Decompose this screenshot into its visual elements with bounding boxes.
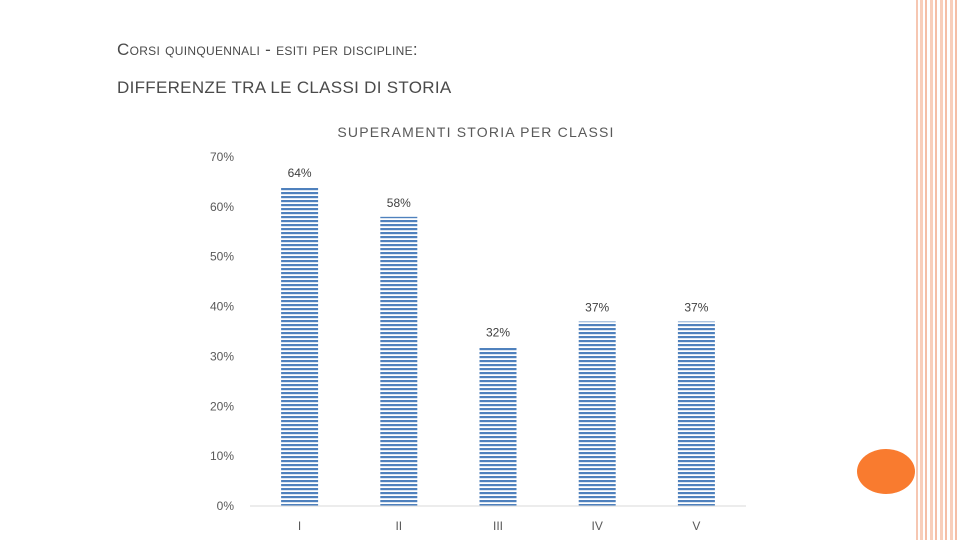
x-tick-label: V bbox=[692, 519, 700, 533]
bar-chart: SUPERAMENTI STORIA PER CLASSI 0% 10% 20% 30… bbox=[210, 124, 746, 533]
data-label: 37% bbox=[585, 301, 609, 315]
x-tick-label: IV bbox=[592, 519, 603, 533]
slide-subtitle: DIFFERENZE TRA LE CLASSI DI STORIA bbox=[117, 78, 452, 97]
data-label: 58% bbox=[387, 196, 411, 210]
y-tick-label: 0% bbox=[217, 499, 235, 513]
bars: 64% 58% 32% 37% 37% bbox=[281, 166, 715, 506]
y-tick-label: 60% bbox=[210, 200, 234, 214]
y-axis: 0% 10% 20% 30% 40% 50% 60% 70% bbox=[210, 150, 234, 513]
y-tick-label: 10% bbox=[210, 449, 234, 463]
data-label: 32% bbox=[486, 325, 510, 339]
bar bbox=[578, 321, 616, 506]
x-tick-label: I bbox=[298, 519, 301, 533]
x-tick-label: III bbox=[493, 519, 503, 533]
bar bbox=[677, 321, 715, 506]
bar bbox=[380, 216, 418, 506]
y-tick-label: 20% bbox=[210, 399, 234, 413]
decorative-stripes bbox=[920, 0, 960, 540]
slide-frame bbox=[916, 0, 918, 540]
y-tick-label: 40% bbox=[210, 300, 234, 314]
y-tick-label: 70% bbox=[210, 150, 234, 164]
data-label: 37% bbox=[684, 301, 708, 315]
x-tick-label: II bbox=[395, 519, 402, 533]
y-tick-label: 50% bbox=[210, 250, 234, 264]
bar bbox=[281, 186, 319, 506]
x-axis: I II III IV V bbox=[250, 505, 746, 533]
y-tick-label: 30% bbox=[210, 349, 234, 363]
slide-title: Corsi quinquennali - esiti per disciplin… bbox=[117, 40, 418, 59]
decorative-circle bbox=[857, 449, 915, 494]
bar bbox=[479, 346, 517, 506]
chart-title: SUPERAMENTI STORIA PER CLASSI bbox=[337, 124, 614, 140]
data-label: 64% bbox=[288, 166, 312, 180]
